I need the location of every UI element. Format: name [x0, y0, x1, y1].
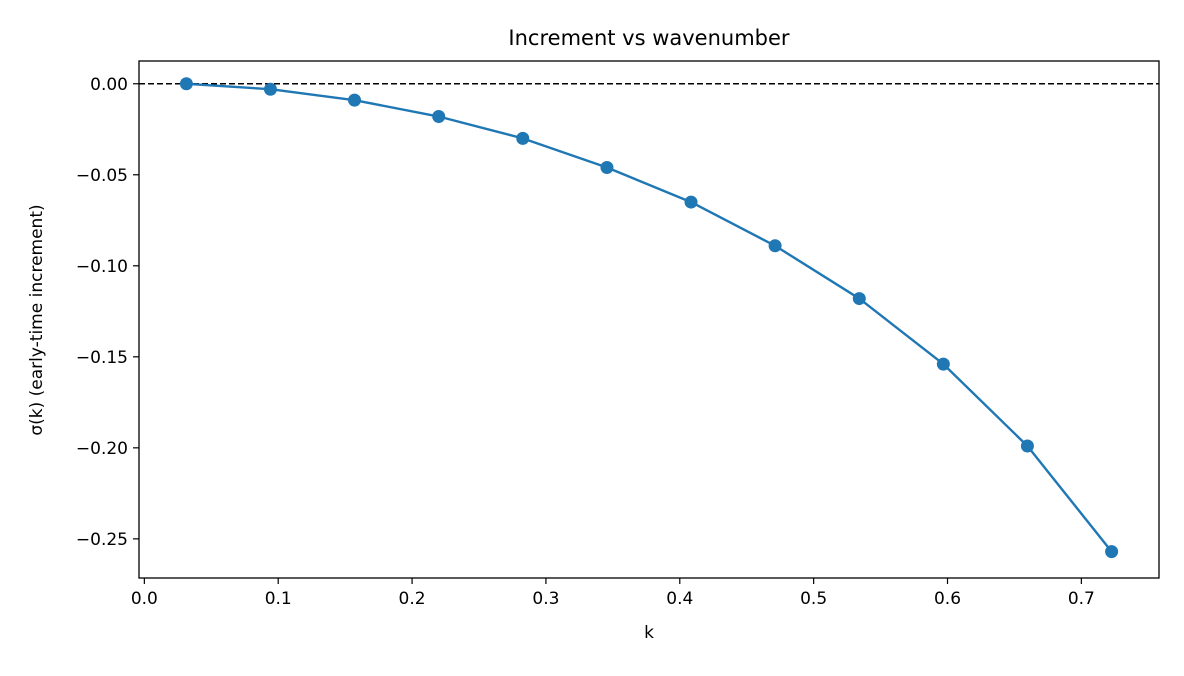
x-tick-label: 0.3: [532, 589, 559, 609]
data-point: [852, 292, 866, 306]
x-tick-label: 0.0: [131, 589, 158, 609]
data-point: [432, 110, 446, 124]
data-point: [348, 93, 362, 107]
data-point: [600, 160, 614, 174]
data-point: [516, 131, 530, 145]
y-tick-label: −0.10: [76, 257, 128, 277]
x-tick-label: 0.2: [399, 589, 426, 609]
x-tick-label: 0.6: [934, 589, 961, 609]
data-point: [179, 77, 193, 91]
data-point: [1020, 439, 1034, 453]
data-point: [684, 195, 698, 209]
y-tick-label: −0.25: [76, 530, 128, 550]
x-tick-label: 0.4: [666, 589, 693, 609]
data-point: [1105, 545, 1119, 559]
y-tick-label: −0.15: [76, 348, 128, 368]
axes-frame: [138, 60, 1160, 579]
axes-layer: 0.0 0.1 0.2 0.3 0.4 0.5 0.6 0.7 0.00 −0.05 −0.10 −0…: [76, 60, 1160, 609]
y-tick-label: −0.05: [76, 166, 128, 186]
x-tick-label: 0.5: [800, 589, 827, 609]
data-point: [263, 82, 277, 96]
plot-layer: [139, 77, 1159, 559]
series-line: [186, 82, 1113, 553]
y-tick-label: 0.00: [90, 75, 128, 95]
x-tick-label: 0.7: [1068, 589, 1095, 609]
x-axis-label: k: [644, 623, 654, 643]
chart-title: Increment vs wavenumber: [508, 26, 789, 50]
y-tick-label: −0.20: [76, 439, 128, 459]
y-axis-label: σ(k) (early-time increment): [27, 204, 47, 435]
data-point: [936, 357, 950, 371]
x-tick-label: 0.1: [265, 589, 292, 609]
data-point: [768, 239, 782, 253]
